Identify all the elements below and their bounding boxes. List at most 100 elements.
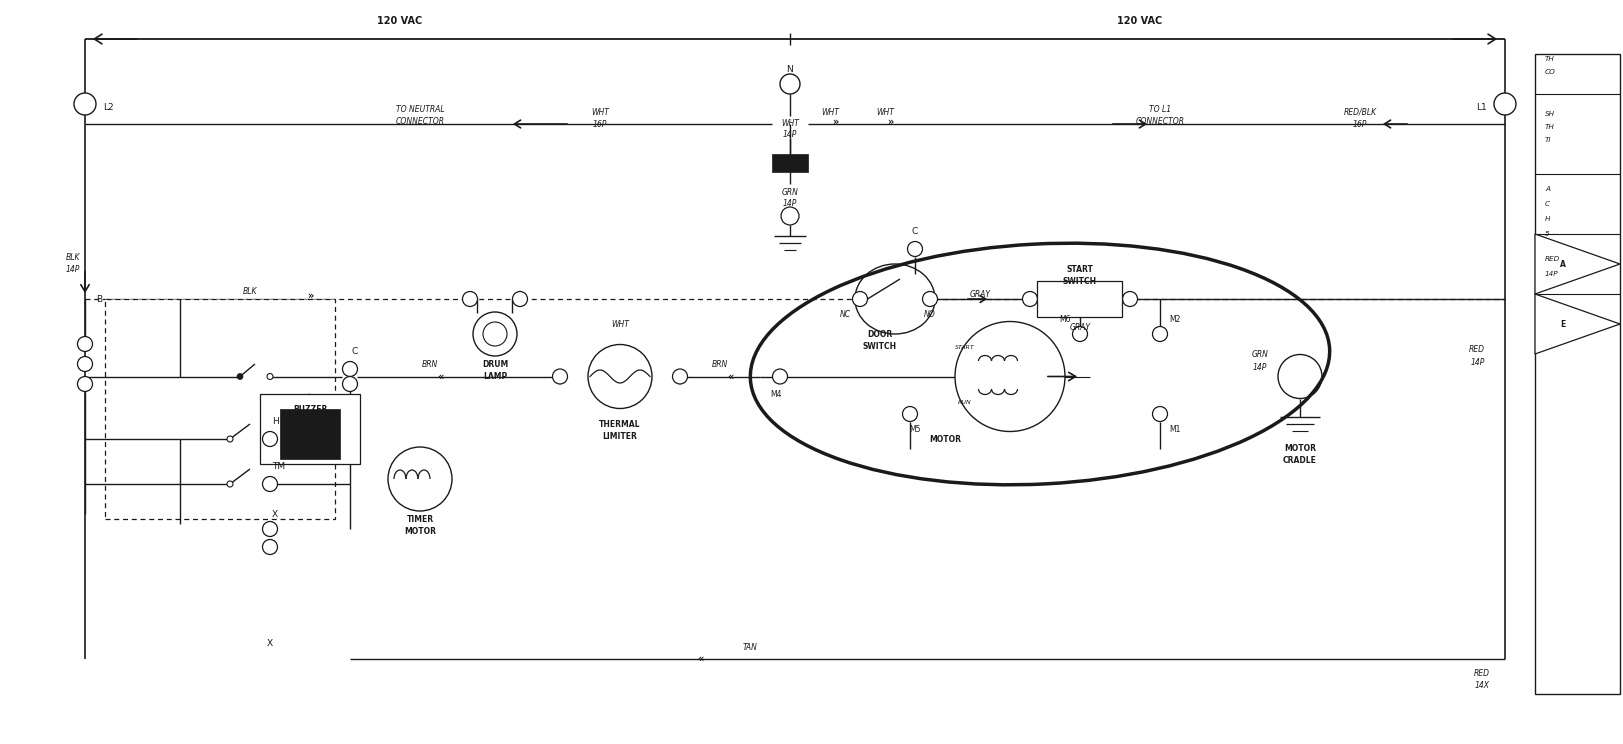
Text: E: E xyxy=(1560,319,1565,329)
Text: 14P: 14P xyxy=(1251,362,1266,371)
Text: M5: M5 xyxy=(909,425,920,434)
Circle shape xyxy=(78,356,93,371)
Text: GRAY: GRAY xyxy=(1070,322,1089,332)
Circle shape xyxy=(263,476,278,492)
Circle shape xyxy=(263,432,278,446)
Text: C: C xyxy=(911,226,917,236)
Text: SWITCH: SWITCH xyxy=(1063,277,1097,286)
Circle shape xyxy=(472,312,516,356)
Text: RED: RED xyxy=(1543,256,1560,262)
Text: BUZZER: BUZZER xyxy=(292,405,326,414)
Text: L2: L2 xyxy=(102,103,114,112)
Text: TAN: TAN xyxy=(742,643,756,652)
Circle shape xyxy=(1493,93,1514,115)
Circle shape xyxy=(342,362,357,376)
Circle shape xyxy=(237,373,243,379)
Text: START: START xyxy=(954,344,974,350)
Circle shape xyxy=(552,369,566,384)
Text: H: H xyxy=(271,417,279,426)
Circle shape xyxy=(852,292,867,307)
Circle shape xyxy=(463,292,477,307)
Text: M1: M1 xyxy=(1169,425,1180,434)
Text: CO: CO xyxy=(1543,69,1555,75)
Text: 14X: 14X xyxy=(1474,682,1488,690)
Text: CRADLE: CRADLE xyxy=(1282,456,1316,465)
Text: «: « xyxy=(727,371,732,382)
Text: NC: NC xyxy=(839,310,850,318)
Circle shape xyxy=(263,539,278,554)
Text: MOTOR: MOTOR xyxy=(1284,444,1315,453)
Text: N: N xyxy=(786,65,794,74)
Circle shape xyxy=(78,336,93,351)
Bar xyxy=(1037,281,1121,317)
Text: 14P: 14P xyxy=(782,129,797,138)
Text: C: C xyxy=(1543,201,1550,207)
Circle shape xyxy=(482,322,506,346)
Circle shape xyxy=(588,344,651,408)
Text: 14P: 14P xyxy=(1470,358,1483,367)
Circle shape xyxy=(75,93,96,115)
Text: START: START xyxy=(1066,265,1092,274)
Text: DOOR: DOOR xyxy=(867,330,893,339)
Text: M4: M4 xyxy=(769,390,781,399)
Circle shape xyxy=(907,242,922,257)
Bar xyxy=(1534,54,1620,694)
Text: LIMITER: LIMITER xyxy=(602,432,638,440)
Text: CONNECTOR: CONNECTOR xyxy=(396,117,445,126)
Circle shape xyxy=(902,406,917,422)
Text: 16P: 16P xyxy=(1352,120,1367,129)
Text: «: « xyxy=(437,371,443,382)
Circle shape xyxy=(1121,292,1136,307)
Text: »: » xyxy=(831,117,837,127)
Text: NO: NO xyxy=(923,310,935,318)
Text: »: » xyxy=(307,291,313,301)
Circle shape xyxy=(779,74,800,94)
Circle shape xyxy=(1152,406,1167,422)
Text: 120 VAC: 120 VAC xyxy=(1117,16,1162,26)
Circle shape xyxy=(672,369,687,384)
Text: SH: SH xyxy=(1543,111,1555,117)
Bar xyxy=(260,394,360,464)
Text: TH: TH xyxy=(1543,56,1553,62)
Text: RUN: RUN xyxy=(958,400,971,405)
Text: CONNECTOR: CONNECTOR xyxy=(1134,117,1183,126)
Circle shape xyxy=(1071,327,1087,341)
Text: BRN: BRN xyxy=(422,359,438,368)
Text: M2: M2 xyxy=(1169,315,1180,324)
Bar xyxy=(105,299,334,519)
Text: RED: RED xyxy=(1469,344,1483,353)
Text: WHT: WHT xyxy=(875,107,893,117)
Text: BLK: BLK xyxy=(65,252,80,261)
Circle shape xyxy=(781,207,799,225)
Text: A: A xyxy=(1543,186,1548,192)
Circle shape xyxy=(1152,327,1167,341)
Circle shape xyxy=(922,292,936,307)
Text: RED: RED xyxy=(1474,670,1488,679)
Circle shape xyxy=(1022,292,1037,307)
Text: DRUM: DRUM xyxy=(482,359,508,368)
Circle shape xyxy=(1277,354,1321,399)
Circle shape xyxy=(78,376,93,391)
Text: THERMAL: THERMAL xyxy=(599,420,641,429)
Text: SWITCH: SWITCH xyxy=(862,341,896,350)
Text: 14P: 14P xyxy=(65,265,80,274)
Text: X: X xyxy=(266,640,273,649)
Bar xyxy=(279,409,339,459)
Text: 14P: 14P xyxy=(1543,271,1558,277)
Text: TIMER: TIMER xyxy=(406,515,433,524)
Text: WHT: WHT xyxy=(821,107,839,117)
Text: X: X xyxy=(271,510,278,519)
Circle shape xyxy=(342,376,357,391)
Circle shape xyxy=(388,447,451,511)
Text: »: » xyxy=(886,117,893,127)
Text: GRAY: GRAY xyxy=(969,289,990,298)
Polygon shape xyxy=(1534,234,1620,294)
Circle shape xyxy=(227,436,232,442)
Circle shape xyxy=(263,522,278,536)
Text: GRN: GRN xyxy=(781,187,799,196)
Text: 16P: 16P xyxy=(592,120,607,129)
Text: TO NEUTRAL: TO NEUTRAL xyxy=(396,104,445,114)
Circle shape xyxy=(266,373,273,379)
Text: 5: 5 xyxy=(1543,231,1548,237)
Text: 120 VAC: 120 VAC xyxy=(377,16,422,26)
